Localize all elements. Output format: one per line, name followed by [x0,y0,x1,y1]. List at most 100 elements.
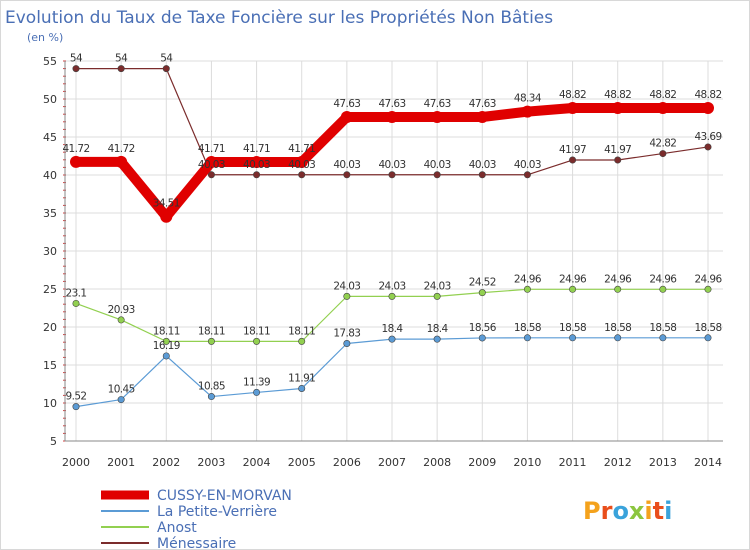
data-label: 18.11 [198,325,225,337]
series-point-3 [659,150,667,158]
data-label: 48.34 [514,93,542,105]
series-point-2 [117,316,125,324]
series-point-1 [253,388,261,396]
series-lines [70,65,714,411]
series-point-3 [343,171,351,179]
series-point-3 [207,171,215,179]
series-point-0 [386,111,398,124]
series-point-3 [478,171,486,179]
data-label: 42.82 [649,138,676,150]
y-tick-label: 50 [43,93,57,106]
series-point-2 [569,285,577,293]
y-tick-label: 5 [50,435,57,448]
data-label: 47.63 [424,98,451,110]
x-tick-label: 2013 [649,456,677,469]
series-point-1 [343,339,351,347]
series-point-3 [253,171,261,179]
logo-letter: i [664,497,672,525]
data-label: 11.39 [243,376,270,388]
data-label: 18.58 [604,322,631,334]
series-point-0 [521,105,534,118]
data-label: 40.03 [198,159,225,171]
series-point-1 [614,334,622,342]
data-label: 17.83 [333,327,360,339]
y-tick-label: 40 [43,169,57,182]
series-point-0 [295,156,308,169]
y-tick-label: 20 [43,321,57,334]
series-point-3 [704,143,712,151]
data-label: 48.82 [694,89,721,101]
data-label: 23.1 [66,287,87,299]
data-label: 10.45 [108,384,135,396]
data-label: 48.82 [559,89,586,101]
x-tick-label: 2007 [378,456,406,469]
series-point-0 [656,101,669,114]
data-label: 47.63 [378,98,405,110]
series-point-0 [115,155,128,168]
data-label: 18.11 [288,325,315,337]
x-tick-label: 2005 [288,456,316,469]
data-label: 18.4 [427,323,449,335]
data-label: 24.96 [649,273,677,285]
data-label: 41.71 [198,143,225,155]
data-label: 24.96 [514,273,542,285]
data-label: 18.56 [469,322,497,334]
data-label: 40.03 [424,159,451,171]
series-point-1 [298,384,306,392]
series-point-1 [162,352,170,360]
data-label: 48.82 [604,89,631,101]
series-point-3 [298,171,306,179]
data-label: 43.69 [694,131,721,143]
x-tick-label: 2006 [333,456,361,469]
series-point-3 [117,65,125,73]
series-point-1 [207,393,215,401]
x-tick-label: 2014 [694,456,722,469]
data-label: 11.91 [288,372,315,384]
logo-letter: P [583,497,601,525]
series-point-2 [704,285,712,293]
data-label: 34.51 [153,198,180,210]
data-label: 16.19 [153,340,180,352]
data-label: 40.03 [333,159,360,171]
series-point-0 [431,111,444,124]
series-point-1 [704,334,712,342]
data-label: 24.96 [694,273,722,285]
series-point-2 [478,289,486,297]
data-label: 9.52 [66,391,87,403]
data-label: 47.63 [469,98,496,110]
series-point-1 [388,335,396,343]
data-label: 54 [115,53,128,65]
data-label: 24.96 [559,273,587,285]
series-point-0 [205,156,218,169]
x-tick-label: 2008 [423,456,451,469]
series-point-2 [298,337,306,345]
series-point-1 [659,334,667,342]
logo-letter: i [644,497,652,525]
proxiti-logo: Proxiti [583,497,672,525]
series-point-1 [478,334,486,342]
data-label: 24.52 [469,277,496,289]
x-tick-label: 2010 [513,456,541,469]
series-point-3 [388,171,396,179]
x-tick-label: 2012 [604,456,632,469]
data-label: 24.03 [333,280,360,292]
data-labels: 41.72 41.72 34.51 41.71 41.71 41.71 47.63 47.63… [62,53,723,403]
data-label: 40.03 [288,159,315,171]
data-label: 24.03 [424,280,451,292]
data-label: 10.85 [198,381,225,393]
series-point-3 [433,171,441,179]
x-tick-label: 2003 [197,456,225,469]
data-label: 18.58 [694,322,721,334]
series-point-1 [433,335,441,343]
series-point-0 [476,111,489,124]
logo-letter: x [629,497,645,525]
y-tick-label: 15 [43,359,57,372]
data-label: 24.96 [604,273,632,285]
y-tick-label: 25 [43,283,57,296]
y-tick-label: 30 [43,245,57,258]
data-label: 40.03 [469,159,496,171]
series-point-2 [343,292,351,300]
series-point-0 [160,210,173,223]
data-label: 40.03 [378,159,405,171]
